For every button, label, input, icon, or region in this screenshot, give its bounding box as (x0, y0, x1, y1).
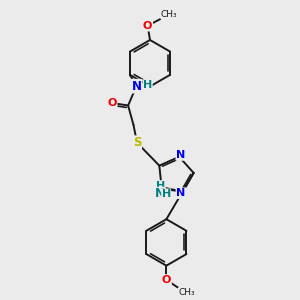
Text: N: N (131, 80, 141, 93)
Text: H: H (143, 80, 152, 90)
Text: N: N (176, 188, 186, 198)
Text: O: O (143, 21, 152, 31)
Text: O: O (162, 275, 171, 285)
Text: H: H (156, 181, 165, 191)
Text: H: H (161, 189, 171, 199)
Text: CH₃: CH₃ (161, 10, 177, 19)
Text: O: O (107, 98, 117, 108)
Text: N: N (154, 181, 164, 191)
Text: N: N (176, 150, 186, 160)
Text: N: N (155, 187, 165, 200)
Text: CH₃: CH₃ (178, 288, 195, 297)
Text: S: S (133, 136, 141, 149)
